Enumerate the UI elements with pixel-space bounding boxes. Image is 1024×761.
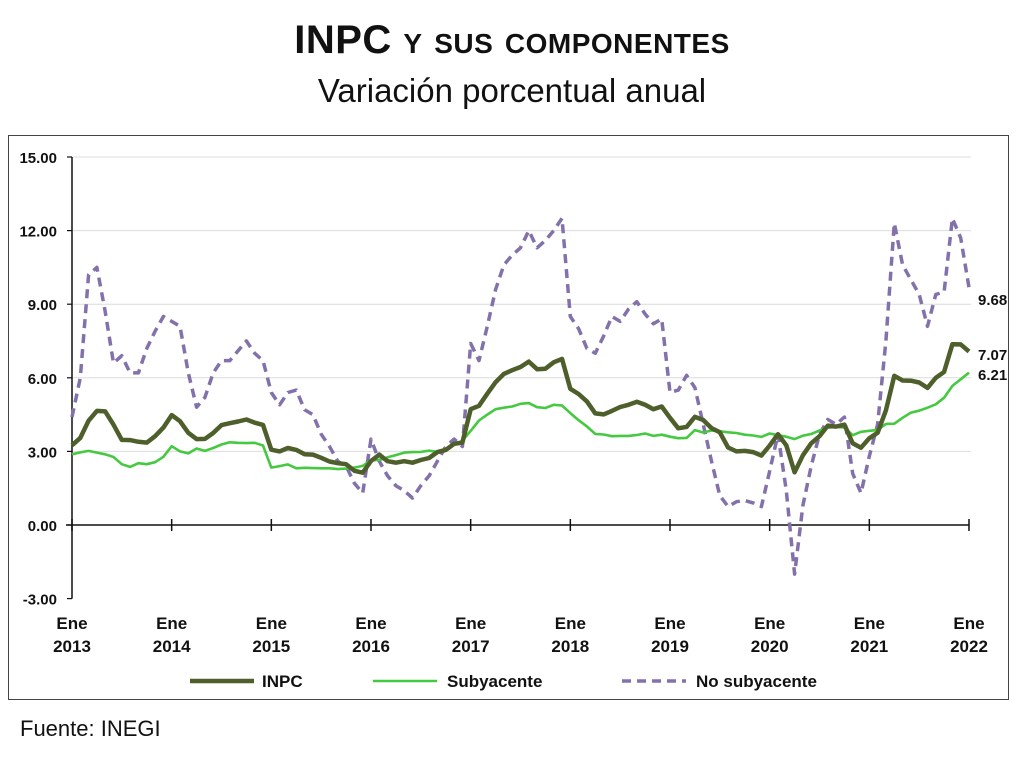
y-tick-label: 0.00 [28, 518, 57, 535]
series-lines [70, 216, 971, 576]
y-tick-label: 15.00 [19, 150, 57, 167]
chart-title: INPC y sus componentes [294, 18, 730, 62]
gridlines [72, 156, 971, 452]
chart-frame [8, 135, 1009, 700]
x-tick-month: Ene [654, 614, 685, 633]
x-tick-month: Ene [455, 614, 486, 633]
y-tick-label: -3.00 [23, 592, 57, 609]
x-tick-month: Ene [953, 614, 984, 633]
x-tick-month: Ene [56, 614, 87, 633]
x-tick-month: Ene [854, 614, 885, 633]
chart-subtitle: Variación porcentual anual [317, 72, 707, 109]
x-tick-month: Ene [555, 614, 586, 633]
x-tick-month: Ene [754, 614, 785, 633]
end-value-label: 7.07 [978, 347, 1007, 364]
end-labels: 7.07 6.21 9.68 [978, 292, 1007, 384]
x-tick-month: Ene [355, 614, 386, 633]
series-line-inpc [70, 341, 971, 475]
x-tick-year: 2021 [850, 637, 888, 656]
x-tick-year: 2020 [751, 637, 789, 656]
x-tick-year: 2014 [153, 637, 191, 656]
y-axis-labels: 15.00 12.00 9.00 6.00 3.00 0.00 -3.00 [19, 150, 57, 609]
legend-label: INPC [262, 672, 303, 691]
x-tick-year: 2019 [651, 637, 689, 656]
x-tick-year: 2016 [352, 637, 390, 656]
x-tick-month: Ene [256, 614, 287, 633]
series-line-subyacente [71, 371, 970, 471]
y-tick-label: 6.00 [28, 371, 57, 388]
x-tick-year: 2018 [551, 637, 589, 656]
x-tick-year: 2015 [252, 637, 290, 656]
legend-label: No subyacente [696, 672, 817, 691]
y-tick-label: 12.00 [19, 224, 57, 241]
x-tick-month: Ene [156, 614, 187, 633]
end-value-label: 6.21 [978, 367, 1007, 384]
end-value-label: 9.68 [978, 292, 1007, 309]
x-axis-labels: Ene 2013 Ene 2014 Ene 2015 Ene 2016 Ene 2017 Ene 20… [53, 614, 988, 656]
source-note: Fuente: INEGI [20, 716, 161, 741]
x-tick-year: 2013 [53, 637, 91, 656]
legend-label: Subyacente [447, 672, 542, 691]
axes [66, 156, 970, 600]
series-line-no-subyacente [70, 216, 971, 576]
legend: INPC Subyacente No subyacente [190, 672, 817, 691]
x-tick-year: 2022 [950, 637, 988, 656]
x-tick-year: 2017 [452, 637, 490, 656]
y-tick-label: 9.00 [28, 297, 57, 314]
y-tick-label: 3.00 [28, 444, 57, 461]
